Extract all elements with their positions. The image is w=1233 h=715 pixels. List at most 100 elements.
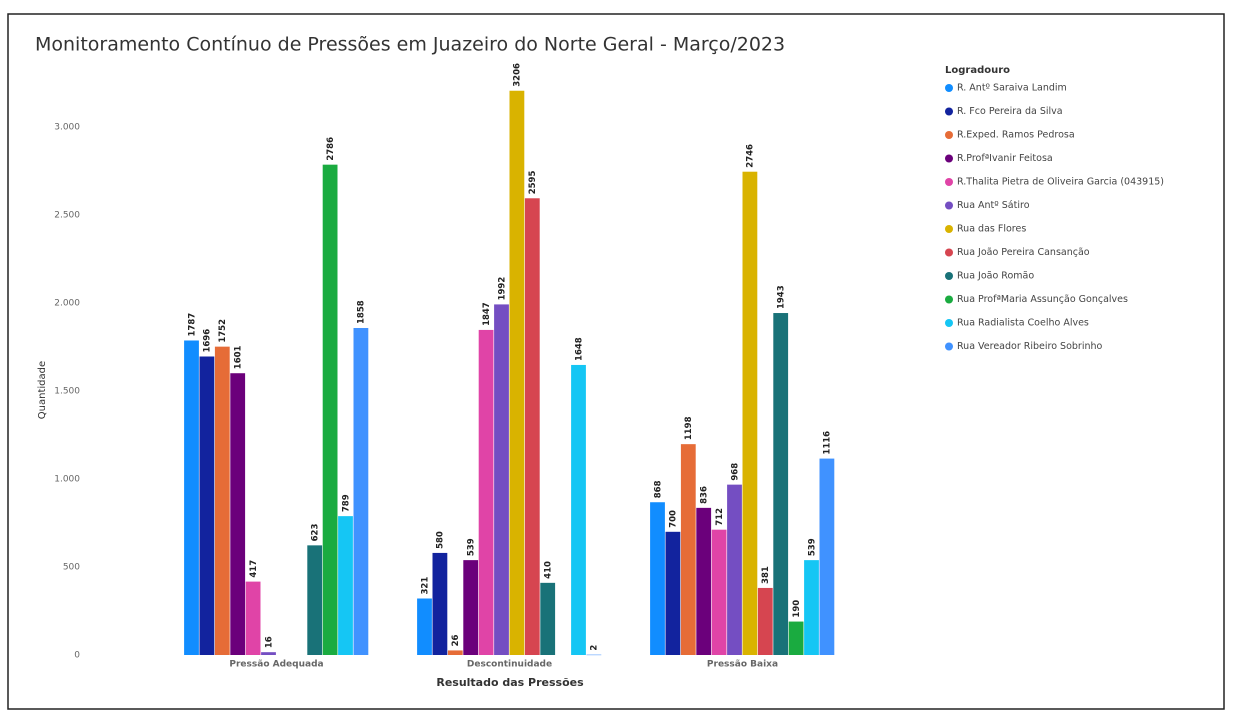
legend-title: Logradouro: [945, 65, 1010, 76]
value-label: 26: [451, 635, 461, 647]
bar: [727, 484, 742, 655]
value-label: 1787: [187, 313, 197, 337]
legend-marker: [945, 131, 953, 139]
legend-label: R.Exped. Ramos Pedrosa: [957, 130, 1075, 141]
value-label: 2595: [528, 171, 538, 195]
legend-marker: [945, 319, 953, 327]
legend-marker: [945, 154, 953, 163]
value-label: 16: [264, 636, 274, 648]
legend-marker: [945, 295, 953, 304]
x-tick-label: Pressão Adequada: [229, 660, 323, 670]
value-label: 836: [700, 486, 710, 504]
value-label: 1847: [482, 302, 492, 326]
legend-label: Rua das Flores: [957, 224, 1026, 235]
bar: [509, 90, 525, 655]
bar: [214, 346, 230, 655]
bar: [230, 373, 246, 655]
bar: [665, 531, 681, 655]
bar: [711, 529, 727, 655]
value-label: 2: [590, 645, 600, 651]
bar: [819, 458, 835, 655]
value-label: 623: [311, 524, 321, 542]
value-label: 417: [249, 560, 259, 578]
legend-label: R. Antº Saraiva Landim: [957, 83, 1067, 94]
value-label: 1858: [357, 300, 367, 324]
bar: [261, 652, 276, 655]
value-label: 3206: [513, 63, 523, 87]
value-label: 190: [792, 600, 802, 618]
legend-marker: [945, 342, 953, 351]
y-tick-label: 2.500: [54, 211, 80, 221]
x-tick-label: Descontinuidade: [467, 660, 552, 670]
bar: [184, 340, 199, 655]
x-tick-label: Pressão Baixa: [707, 660, 778, 670]
bar: [322, 164, 338, 655]
bar: [432, 552, 448, 655]
legend-marker: [945, 178, 953, 186]
y-tick-label: 1.500: [54, 387, 80, 397]
value-label: 1696: [203, 329, 213, 353]
legend-label: Rua João Romão: [957, 271, 1034, 282]
bar: [586, 654, 602, 656]
legend-marker: [945, 225, 953, 233]
y-tick-label: 2.000: [54, 299, 80, 309]
bar: [417, 598, 432, 655]
value-label: 539: [467, 538, 477, 556]
legend-label: R.ProfªIvanir Feitosa: [957, 153, 1053, 164]
value-label: 2786: [326, 137, 336, 161]
value-label: 381: [761, 566, 771, 584]
legend-marker: [945, 107, 953, 116]
y-axis-label: Quantidade: [37, 361, 48, 419]
bar: [680, 444, 696, 655]
value-label: 1198: [684, 416, 694, 440]
legend-label: Rua Antº Sátiro: [957, 200, 1030, 211]
bar: [494, 304, 509, 655]
value-label: 410: [544, 561, 554, 579]
legend-marker: [945, 272, 953, 280]
value-label: 700: [669, 510, 679, 528]
y-tick-label: 500: [63, 563, 80, 573]
bar: [696, 507, 712, 655]
legend-marker: [945, 248, 953, 257]
legend-label: Rua Radialista Coelho Alves: [957, 318, 1089, 329]
bar: [245, 581, 261, 655]
y-tick-label: 3.000: [54, 123, 80, 133]
value-label: 1116: [823, 431, 833, 455]
value-label: 2746: [746, 144, 756, 168]
y-tick-label: 0: [74, 651, 80, 661]
legend-label: Rua Vereador Ribeiro Sobrinho: [957, 341, 1103, 352]
value-label: 1648: [574, 337, 584, 361]
bar: [742, 171, 758, 656]
y-tick-label: 1.000: [54, 475, 80, 485]
bar: [307, 545, 323, 655]
bar: [540, 582, 556, 655]
legend-label: Rua ProfªMaria Assunção Gonçalves: [957, 294, 1128, 305]
bar: [788, 621, 804, 655]
bar: [773, 313, 789, 655]
value-label: 789: [341, 494, 351, 512]
bar: [463, 560, 479, 655]
bar: [757, 587, 773, 655]
bar: [571, 364, 586, 655]
bar: [650, 502, 665, 655]
bar: [804, 560, 819, 655]
legend-label: Rua João Pereira Cansanção: [957, 247, 1090, 258]
x-axis-label: Resultado das Pressões: [436, 676, 584, 689]
bar: [524, 198, 540, 655]
value-label: 868: [653, 480, 663, 498]
bar: [338, 516, 353, 655]
legend-label: R. Fco Pereira da Silva: [957, 106, 1063, 117]
value-label: 1601: [234, 345, 244, 369]
bar: [478, 329, 494, 655]
bar: [447, 650, 463, 655]
legend-marker: [945, 84, 953, 92]
value-label: 712: [715, 508, 725, 526]
value-label: 580: [436, 531, 446, 549]
value-label: 539: [807, 538, 817, 556]
value-label: 1752: [218, 319, 228, 343]
legend-label: R.Thalita Pietra de Oliveira Garcia (043…: [957, 177, 1164, 188]
bar: [353, 327, 369, 655]
value-label: 1992: [497, 277, 507, 301]
value-label: 1943: [777, 285, 787, 309]
